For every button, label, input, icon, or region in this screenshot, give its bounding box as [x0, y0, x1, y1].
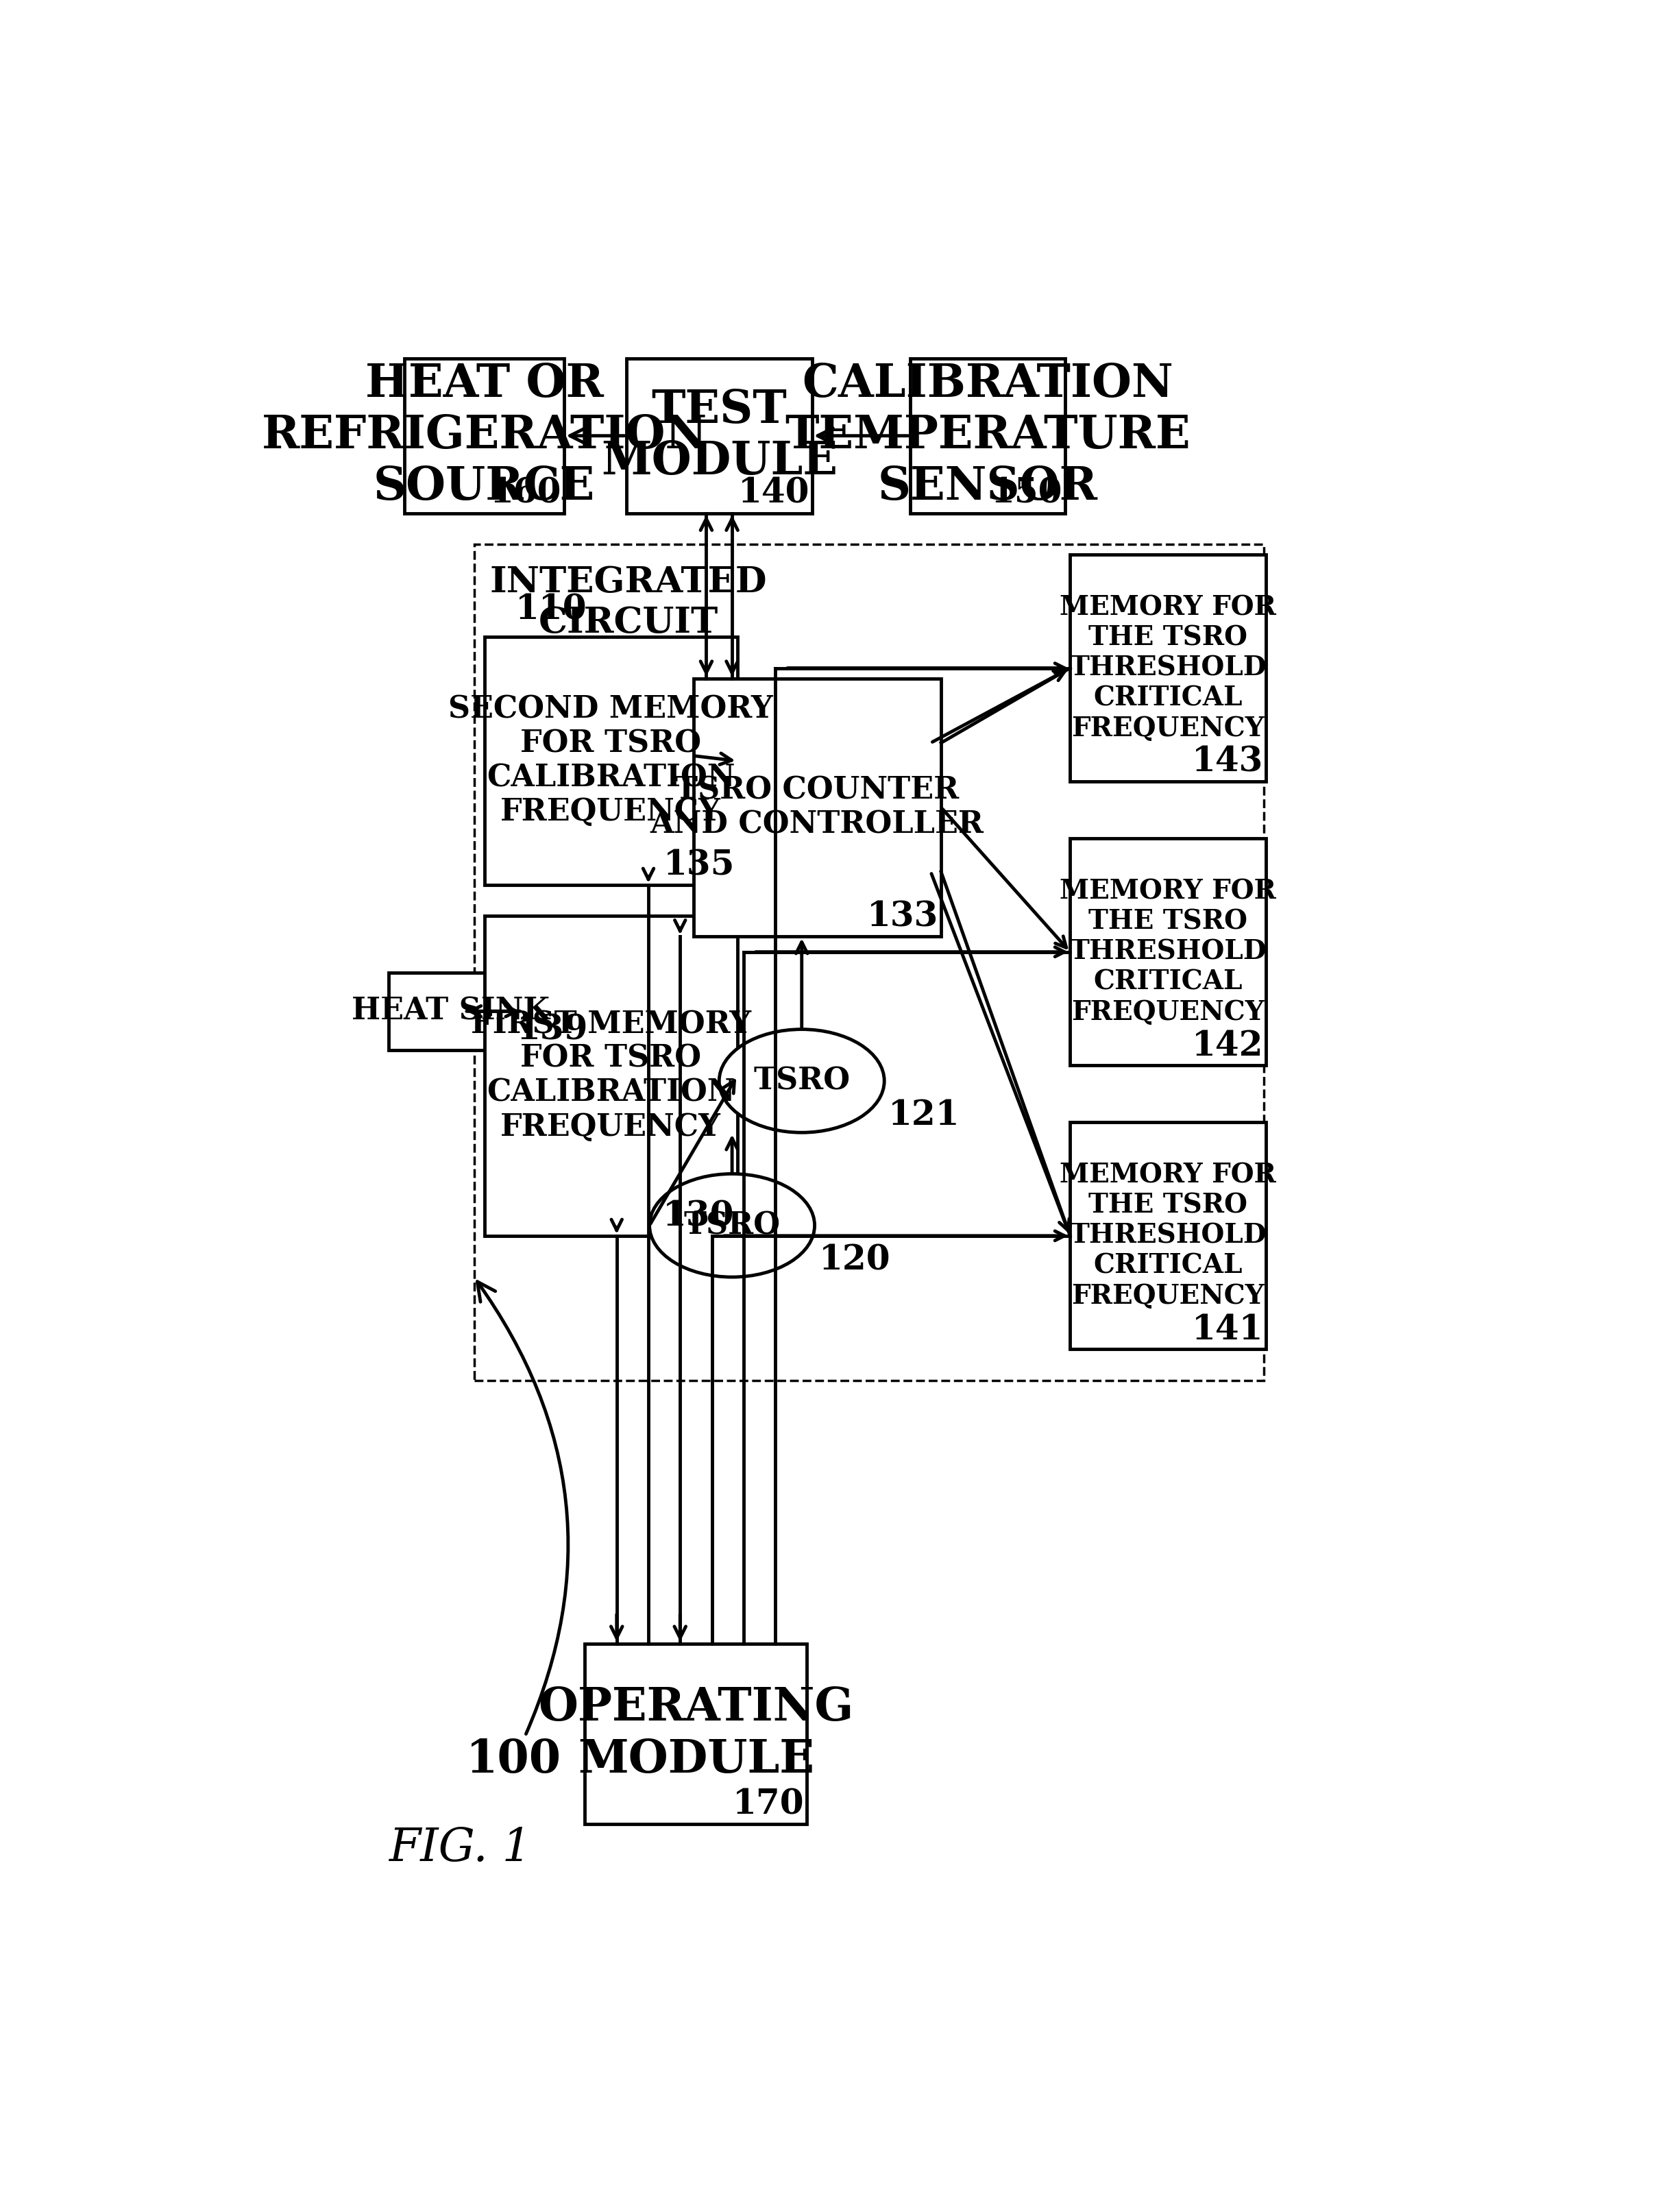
Text: 170: 170	[732, 1787, 805, 1823]
Text: HEAT SINK: HEAT SINK	[352, 998, 549, 1026]
Bar	[475, 544, 1263, 1380]
Bar	[485, 916, 737, 1237]
Text: 130: 130	[662, 1199, 735, 1234]
Text: 120: 120	[818, 1243, 890, 1276]
Bar	[694, 679, 941, 936]
Text: INTEGRATED
CIRCUIT: INTEGRATED CIRCUIT	[490, 564, 767, 639]
Text: 139: 139	[516, 1013, 588, 1048]
Text: 160: 160	[490, 478, 561, 511]
Text: MEMORY FOR
THE TSRO
THRESHOLD
CRITICAL
FREQUENCY: MEMORY FOR THE TSRO THRESHOLD CRITICAL F…	[1059, 595, 1277, 741]
Text: MEMORY FOR
THE TSRO
THRESHOLD
CRITICAL
FREQUENCY: MEMORY FOR THE TSRO THRESHOLD CRITICAL F…	[1059, 1164, 1277, 1310]
Text: 121: 121	[888, 1099, 959, 1133]
Text: FIRST MEMORY
FOR TSRO
CALIBRATION
FREQUENCY: FIRST MEMORY FOR TSRO CALIBRATION FREQUE…	[470, 1011, 750, 1141]
Text: TSRO: TSRO	[754, 1066, 850, 1095]
Text: TSRO: TSRO	[684, 1210, 780, 1241]
Bar	[1071, 838, 1267, 1066]
Bar	[485, 637, 737, 885]
Text: SECOND MEMORY
FOR TSRO
CALIBRATION
FREQUENCY: SECOND MEMORY FOR TSRO CALIBRATION FREQU…	[448, 695, 774, 827]
Text: 143: 143	[1192, 745, 1263, 779]
Bar	[910, 358, 1066, 513]
Text: 133: 133	[867, 900, 938, 933]
Text: 135: 135	[662, 849, 735, 883]
Text: HEAT OR
REFRIGERATION
SOURCE: HEAT OR REFRIGERATION SOURCE	[262, 363, 707, 509]
Text: CALIBRATION
TEMPERATURE
SENSOR: CALIBRATION TEMPERATURE SENSOR	[785, 363, 1190, 509]
Text: 141: 141	[1192, 1314, 1263, 1347]
Text: 100: 100	[466, 1281, 568, 1783]
Text: 150: 150	[991, 478, 1062, 511]
Text: 140: 140	[737, 478, 810, 511]
Text: OPERATING
MODULE: OPERATING MODULE	[538, 1686, 853, 1783]
Text: MEMORY FOR
THE TSRO
THRESHOLD
CRITICAL
FREQUENCY: MEMORY FOR THE TSRO THRESHOLD CRITICAL F…	[1059, 878, 1277, 1024]
Bar	[405, 358, 564, 513]
Text: TSRO COUNTER
AND CONTROLLER: TSRO COUNTER AND CONTROLLER	[651, 776, 984, 838]
Bar	[1071, 555, 1267, 781]
Text: TEST
MODULE: TEST MODULE	[601, 387, 837, 484]
Text: FIG. 1: FIG. 1	[388, 1825, 531, 1871]
Ellipse shape	[719, 1029, 885, 1133]
Bar	[388, 973, 513, 1051]
Bar	[626, 358, 812, 513]
Bar	[584, 1644, 807, 1825]
Text: 142: 142	[1192, 1029, 1263, 1064]
Ellipse shape	[649, 1175, 815, 1276]
Bar	[1071, 1121, 1267, 1349]
Text: 110: 110	[515, 593, 588, 626]
